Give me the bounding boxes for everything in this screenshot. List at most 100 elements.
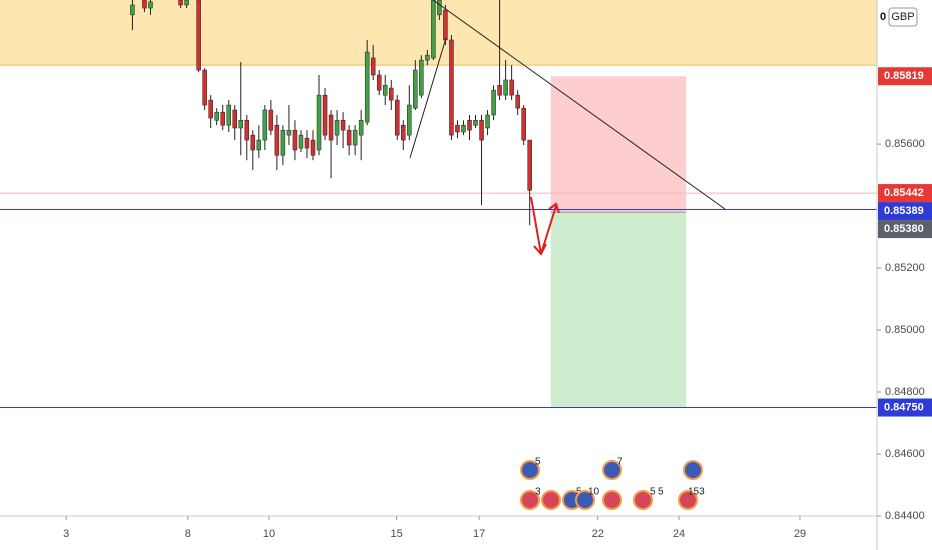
candle-body (232, 109, 237, 129)
symbol-value: 0 (880, 11, 886, 23)
candle-body (334, 119, 340, 136)
y-tick-label: 0.84600 (885, 448, 925, 460)
y-tick-label: 0.85000 (885, 324, 925, 336)
candle-body (467, 119, 472, 131)
candle-body (292, 129, 298, 151)
x-tick-label: 29 (794, 528, 806, 540)
candle-body (202, 69, 207, 106)
event-uk[interactable] (633, 490, 653, 510)
x-tick-label: 17 (473, 528, 485, 540)
candle-body (370, 57, 376, 76)
candle-body (515, 94, 520, 109)
candle-body (479, 119, 484, 141)
arrow-head (548, 202, 560, 214)
x-tick-label: 10 (263, 528, 275, 540)
candle-body (214, 111, 219, 121)
candle-body (346, 129, 352, 146)
candle-body (497, 84, 502, 96)
event-eu[interactable] (683, 460, 703, 480)
candle-body (352, 129, 358, 146)
event-count: 7 (617, 457, 623, 468)
price-label: 0.85389 (884, 205, 924, 217)
event-count: 5 (535, 457, 541, 468)
event-count: 10 (588, 487, 600, 498)
candle-body (238, 119, 244, 129)
event-eu[interactable] (602, 460, 622, 480)
candle-body (340, 119, 346, 131)
candle-body (413, 69, 418, 109)
candle-body (322, 94, 328, 136)
candle-body (485, 114, 490, 129)
candle-body (244, 119, 250, 141)
candle-body (521, 107, 526, 141)
candle-body (419, 59, 424, 96)
candle-body (220, 111, 225, 126)
x-tick-label: 8 (185, 528, 191, 540)
candle-body (376, 74, 382, 91)
y-tick-label: 0.84400 (885, 510, 925, 522)
candle-body (286, 129, 292, 136)
price-label-box (878, 184, 932, 203)
drawings (409, 0, 726, 256)
candle-body (316, 94, 322, 151)
candle-body (407, 104, 412, 136)
candle-body (250, 134, 256, 151)
event-count: 5 (658, 487, 664, 498)
candle-body (491, 89, 496, 116)
candle-body (304, 137, 310, 149)
x-tick-label: 22 (592, 528, 604, 540)
candle-body (226, 104, 231, 126)
candle-body (142, 0, 147, 9)
event-uk[interactable] (520, 490, 540, 510)
candle-body (184, 0, 189, 6)
price-label-box (878, 220, 932, 239)
event-eu[interactable] (520, 460, 540, 480)
x-tick-label: 3 (63, 528, 69, 540)
y-tick-label: 0.85600 (885, 138, 925, 150)
price-label: 0.85380 (884, 223, 924, 235)
event-uk[interactable] (602, 490, 622, 510)
event-count: 3 (535, 487, 541, 498)
event-eu[interactable] (575, 490, 595, 510)
candle-body (130, 4, 135, 16)
y-tick-label: 0.84800 (885, 386, 925, 398)
y-tick-label: 0.85200 (885, 262, 925, 274)
candle-body (364, 51, 370, 123)
x-tick-label: 15 (391, 528, 403, 540)
currency-button[interactable] (888, 7, 918, 27)
candle-body (274, 124, 280, 156)
candle-body (328, 114, 334, 141)
candle-body (503, 79, 508, 96)
price-label: 0.85442 (884, 187, 924, 199)
candle-body (382, 84, 388, 96)
price-label: 0.84750 (884, 401, 924, 413)
candle-body (449, 39, 454, 136)
price-label-box (878, 67, 932, 86)
candle-body (358, 119, 364, 136)
candle-body (256, 139, 262, 151)
candle-body (461, 124, 466, 133)
candle-body (437, 0, 442, 16)
candle-body (527, 139, 532, 191)
candle-body (262, 109, 268, 141)
candle-body (455, 124, 460, 133)
event-uk[interactable] (541, 490, 561, 510)
candle-body (401, 124, 406, 141)
candle-body (395, 99, 400, 136)
events: 5 7 3 5 10 5 5 153 (520, 457, 705, 510)
event-count: 5 (650, 487, 656, 498)
candle-body (178, 0, 183, 6)
event-count: 153 (688, 487, 705, 498)
trend-line (409, 37, 447, 159)
trend-line (432, 0, 726, 210)
candle-body (268, 109, 274, 131)
candle-body (431, 0, 436, 59)
candle-body (388, 87, 394, 101)
x-tick-label: 24 (673, 528, 685, 540)
currency[interactable]: GBP (891, 11, 914, 23)
plot-area (0, 0, 877, 409)
event-uk[interactable] (678, 490, 698, 510)
candle-body (443, 9, 448, 41)
candle-body (473, 119, 478, 126)
